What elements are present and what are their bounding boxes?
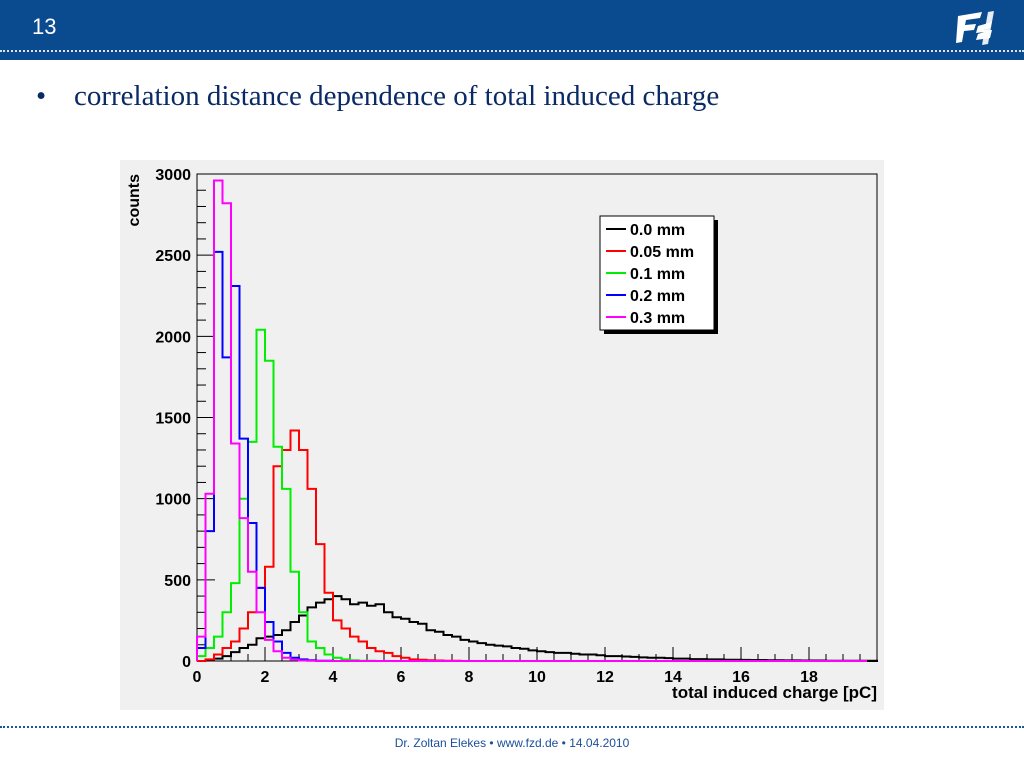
fzd-logo-icon <box>956 11 994 45</box>
legend-label-1: 0.05 mm <box>630 244 694 261</box>
slide-footer: Dr. Zoltan Elekes • www.fzd.de • 14.04.2… <box>0 736 1024 750</box>
y-tick-label: 1000 <box>155 492 191 509</box>
x-tick-label: 16 <box>732 669 750 686</box>
footer-divider <box>0 726 1024 728</box>
y-tick-label: 2000 <box>155 329 191 346</box>
footer-author: Dr. Zoltan Elekes <box>394 736 487 750</box>
x-tick-label: 8 <box>465 669 474 686</box>
chart-svg: 0 500 1000 1500 2000 2500 3000 0 2 4 6 8 10 12 14 16 18t… <box>120 160 884 710</box>
page-number: 13 <box>32 14 57 39</box>
x-tick-label: 10 <box>528 669 546 686</box>
footer-separator-2: • <box>561 736 566 750</box>
series-line-1 <box>197 429 867 662</box>
x-tick-label: 6 <box>397 669 406 686</box>
y-tick-label: 2500 <box>155 248 191 265</box>
bullet-item: • correlation distance dependence of tot… <box>36 80 719 113</box>
x-tick-label: 12 <box>596 669 614 686</box>
bullet-marker: • <box>36 80 47 112</box>
footer-website: www.fzd.de <box>496 736 559 750</box>
y-axis-label: counts <box>126 174 143 227</box>
legend-label-2: 0.1 mm <box>630 266 685 283</box>
x-tick-label: 18 <box>800 669 818 686</box>
x-tick-label: 2 <box>261 669 270 686</box>
legend-label-4: 0.3 mm <box>630 310 685 327</box>
x-tick-label: 14 <box>664 669 682 686</box>
header-divider <box>0 50 1024 52</box>
y-tick-label: 0 <box>182 654 191 671</box>
legend-label-0: 0.0 mm <box>630 222 685 239</box>
y-tick-label: 1500 <box>155 411 191 428</box>
slide-header: 13 <box>0 0 1024 60</box>
series-line-0 <box>197 595 878 662</box>
histogram-chart: 0 500 1000 1500 2000 2500 3000 0 2 4 6 8 10 12 14 16 18 t… <box>120 160 884 710</box>
bullet-text: correlation distance dependence of total… <box>74 80 720 112</box>
x-tick-label: 4 <box>329 669 338 686</box>
plot-frame <box>196 173 878 662</box>
x-tick-label: 0 <box>193 669 202 686</box>
y-tick-label: 3000 <box>155 167 191 184</box>
footer-separator-1: • <box>489 736 494 750</box>
x-axis-label: total induced charge [pC] <box>672 683 877 702</box>
y-tick-label: 500 <box>164 573 191 590</box>
footer-date: 14.04.2010 <box>569 736 630 750</box>
series-line-4 <box>196 179 867 662</box>
legend-label-3: 0.2 mm <box>630 288 685 305</box>
